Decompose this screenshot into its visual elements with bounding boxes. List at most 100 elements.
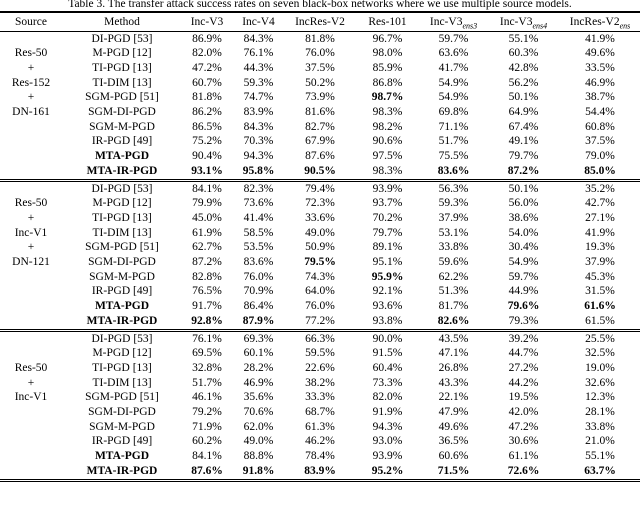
value-cell: 93.7%	[372, 197, 403, 210]
value-cell: 94.3%	[372, 420, 403, 433]
method-cell: IR-PGD [49]	[91, 135, 153, 148]
column-header-source: Source	[0, 11, 62, 32]
value-cell: 43.3%	[438, 376, 469, 389]
method-cell: TI-PGD [13]	[92, 61, 152, 74]
value-cell: 62.7%	[192, 241, 222, 254]
value-cell: 56.3%	[420, 178, 487, 197]
method-cell: MTA-IR-PGD	[86, 464, 158, 477]
value-cell: 61.9%	[192, 226, 222, 239]
value-cell: 76.0%	[305, 300, 335, 313]
value-cell: 42.0%	[508, 406, 539, 419]
value-cell: 53.1%	[438, 226, 469, 239]
value-cell: 41.9%	[585, 226, 615, 239]
value-cell: 73.6%	[243, 197, 274, 210]
value-cell: 83.6%	[243, 256, 274, 269]
value-cell: 90.5%	[304, 164, 336, 177]
source-cell: +	[27, 376, 35, 389]
value-cell: 79.0%	[585, 150, 615, 163]
value-cell: 50.2%	[305, 76, 335, 89]
method-cell: DI-PGD [53]	[91, 32, 153, 45]
column-label: IncRes-V2	[295, 15, 345, 28]
value-cell: 33.5%	[585, 61, 615, 74]
value-cell: 60.6%	[438, 450, 469, 463]
table-body: DI-PGD [53] 86.9% 84.3% 81.8% 96.7% 59.7% 55.1…	[0, 31, 640, 480]
table-row: Res-50 M-PGD [12] 82.0% 76.1% 76.0% 98.0% 63.6…	[0, 46, 640, 61]
value-cell: 41.9%	[585, 32, 615, 45]
table-row: MTA-IR-PGD 92.8% 87.9% 77.2% 93.8% 82.6% 79.3%…	[0, 314, 640, 330]
table-caption: Table 3. The transfer attack success rat…	[68, 0, 572, 10]
value-cell: 43.5%	[420, 328, 487, 347]
method-cell: IR-PGD [49]	[91, 285, 153, 298]
table-row: DI-PGD [53] 76.1% 69.3% 66.3% 90.0% 43.5% 39.2…	[0, 328, 640, 347]
source-cell: DN-161	[12, 106, 50, 119]
table-row: Inc-V1 TI-DIM [13] 61.9% 58.5% 49.0% 79.7% 53.…	[0, 226, 640, 241]
value-cell: 54.9%	[438, 91, 469, 104]
value-cell: 70.3%	[243, 135, 274, 148]
value-cell: 30.6%	[508, 435, 539, 448]
value-cell: 25.5%	[560, 328, 640, 347]
source-cell	[0, 164, 62, 180]
value-cell: 44.7%	[508, 347, 539, 360]
value-cell: 70.6%	[243, 406, 274, 419]
value-cell: 91.7%	[192, 300, 222, 313]
value-cell: 12.3%	[585, 391, 615, 404]
method-cell: MTA-IR-PGD	[86, 164, 158, 177]
method-cell: TI-PGD [13]	[92, 211, 152, 224]
value-cell: 90.4%	[192, 150, 222, 163]
column-label: Inc-V3	[429, 15, 463, 28]
value-cell: 95.8%	[242, 164, 275, 177]
source-cell	[0, 31, 62, 46]
value-cell: 84.1%	[192, 450, 222, 463]
value-cell: 93.0%	[372, 435, 403, 448]
table-row: DN-161 SGM-DI-PGD 86.2% 83.9% 81.6% 98.3% 69.8…	[0, 105, 640, 120]
table-row: IR-PGD [49] 60.2% 49.0% 46.2% 93.0% 36.5% 30.6…	[0, 434, 640, 449]
value-cell: 32.5%	[585, 347, 615, 360]
method-cell: SGM-M-PGD	[89, 270, 155, 283]
table-row: MTA-IR-PGD 87.6% 91.8% 83.9% 95.2% 71.5% 72.6%…	[0, 464, 640, 480]
value-cell: 73.9%	[305, 91, 335, 104]
value-cell: 93.9%	[372, 450, 403, 463]
value-cell: 79.6%	[507, 300, 540, 313]
results-table: Source Method Inc-V3 Inc-V4 IncRes-V2 Re…	[0, 11, 640, 482]
value-cell: 27.1%	[585, 211, 615, 224]
value-cell: 64.9%	[508, 106, 539, 119]
value-cell: 38.6%	[508, 211, 539, 224]
method-cell: DI-PGD [53]	[62, 328, 182, 347]
value-cell: 46.1%	[192, 391, 222, 404]
method-cell: SGM-DI-PGD	[88, 256, 156, 269]
value-cell: 61.3%	[305, 420, 335, 433]
value-cell: 84.3%	[243, 32, 274, 45]
value-cell: 79.3%	[508, 314, 539, 327]
value-cell: 86.5%	[192, 120, 222, 133]
value-cell: 37.9%	[438, 211, 469, 224]
value-cell: 67.4%	[508, 120, 539, 133]
value-cell: 82.7%	[305, 120, 335, 133]
value-cell: 60.7%	[192, 76, 222, 89]
method-cell: SGM-DI-PGD	[88, 406, 156, 419]
value-cell: 92.8%	[191, 314, 223, 327]
table-row: Res-152 TI-DIM [13] 60.7% 59.3% 50.2% 86.8% 54…	[0, 76, 640, 91]
table-row: SGM-M-PGD 71.9% 62.0% 61.3% 94.3% 49.6% 47.2% 3…	[0, 420, 640, 435]
method-cell: TI-DIM [13]	[92, 76, 152, 89]
table-row: + SGM-PGD [51] 62.7% 53.5% 50.9% 89.1% 33.8% 30…	[0, 240, 640, 255]
column-label: Inc-V3	[190, 15, 224, 28]
value-cell: 46.9%	[585, 76, 615, 89]
value-cell: 86.9%	[192, 32, 222, 45]
value-cell: 79.4%	[285, 178, 355, 197]
source-cell: +	[27, 241, 35, 254]
value-cell: 79.5%	[304, 256, 336, 269]
value-cell: 33.8%	[585, 420, 615, 433]
value-cell: 19.0%	[585, 361, 615, 374]
source-cell	[0, 405, 62, 420]
method-cell: MTA-PGD	[94, 450, 150, 463]
method-cell: M-PGD [12]	[92, 197, 152, 210]
value-cell: 54.9%	[438, 76, 469, 89]
value-cell: 81.8%	[192, 91, 222, 104]
table-row: IR-PGD [49] 76.5% 70.9% 64.0% 92.1% 51.3% 44.9…	[0, 284, 640, 299]
value-cell: 90.6%	[372, 135, 403, 148]
value-cell: 86.2%	[192, 106, 222, 119]
source-cell: Inc-V1	[14, 391, 48, 404]
value-cell: 47.2%	[192, 61, 222, 74]
paper-table-page: Table 3. The transfer attack success rat…	[0, 0, 640, 482]
value-cell: 28.1%	[585, 406, 615, 419]
